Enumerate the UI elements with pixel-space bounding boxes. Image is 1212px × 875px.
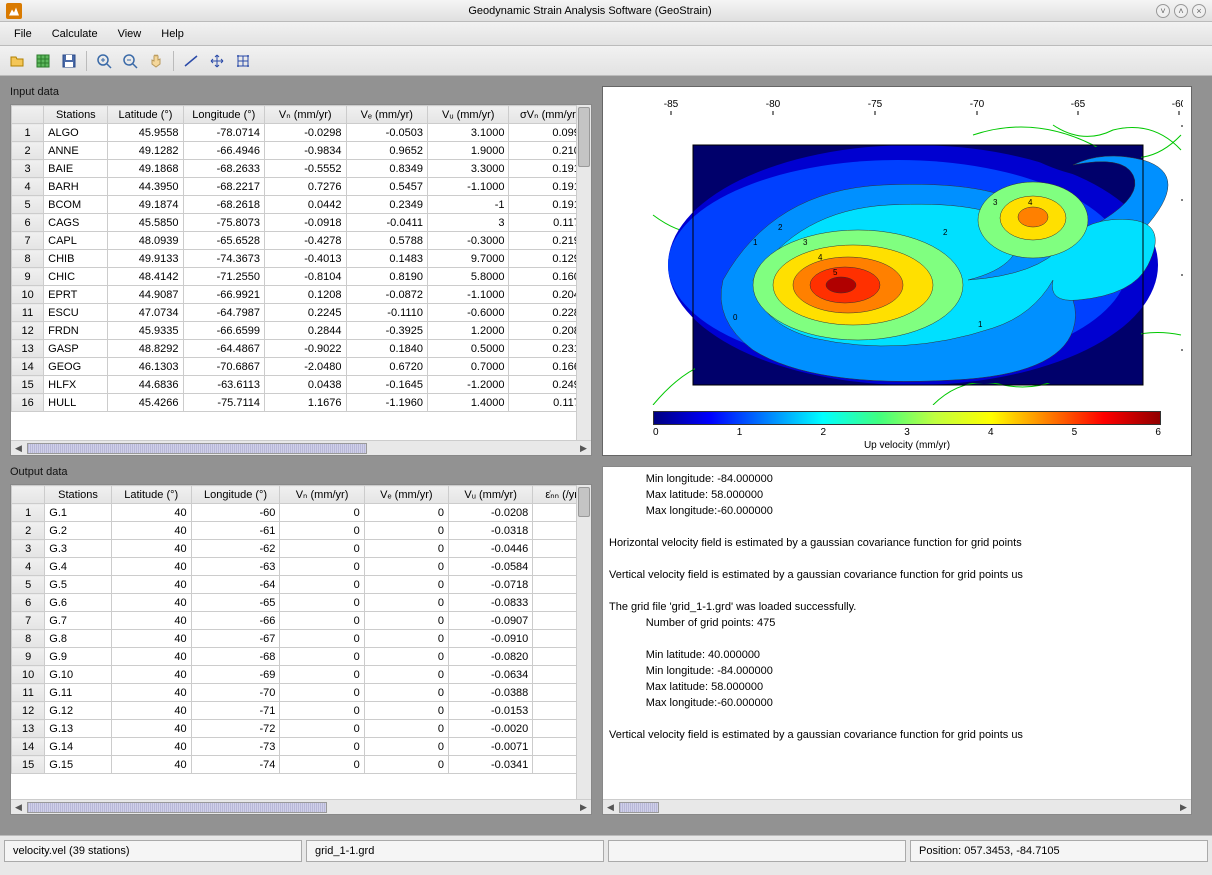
table-row[interactable]: 10G.1040-6900-0.0634 — [12, 666, 591, 684]
menu-help[interactable]: Help — [151, 24, 194, 44]
svg-text:1: 1 — [753, 238, 758, 247]
table-row[interactable]: 14G.1440-7300-0.0071 — [12, 738, 591, 756]
output-label: Output data — [10, 466, 592, 478]
table-row[interactable]: 9G.940-6800-0.0820 — [12, 648, 591, 666]
menu-file[interactable]: File — [4, 24, 42, 44]
toolbar-separator — [86, 51, 87, 71]
log-hscrollbar[interactable]: ◀▶ — [603, 799, 1191, 814]
log-text: Min longitude: -84.000000 Max latitude: … — [603, 467, 1191, 799]
colorbar-label: Up velocity (mm/yr) — [633, 440, 1181, 451]
svg-text:2: 2 — [778, 223, 783, 232]
status-velocity-file: velocity.vel (39 stations) — [4, 840, 302, 862]
output-hscrollbar[interactable]: ◀▶ — [11, 799, 591, 814]
svg-text:4: 4 — [818, 253, 823, 262]
maximize-button[interactable]: ˄ — [1174, 4, 1188, 18]
input-table[interactable]: StationsLatitude (°)Longitude (°)Vₙ (mm/… — [10, 104, 592, 456]
input-vscrollbar[interactable] — [576, 105, 591, 440]
svg-text:1: 1 — [978, 320, 983, 329]
save-icon[interactable] — [58, 50, 80, 72]
output-table[interactable]: StationsLatitude (°)Longitude (°)Vₙ (mm/… — [10, 484, 592, 815]
table-row[interactable]: 8G.840-6700-0.0910 — [12, 630, 591, 648]
input-hscrollbar[interactable]: ◀▶ — [11, 440, 591, 455]
tool-arrows-icon[interactable] — [206, 50, 228, 72]
grid-open-icon[interactable] — [32, 50, 54, 72]
table-row[interactable]: 9CHIC48.4142-71.2550-0.81040.81905.80000… — [12, 268, 591, 286]
svg-text:-65: -65 — [1071, 99, 1086, 110]
zoom-out-icon[interactable] — [119, 50, 141, 72]
input-label: Input data — [10, 86, 592, 98]
svg-text:-75: -75 — [868, 99, 883, 110]
table-row[interactable]: 8CHIB49.9133-74.3673-0.40130.14839.70000… — [12, 250, 591, 268]
table-row[interactable]: 13GASP48.8292-64.4867-0.90220.18400.5000… — [12, 340, 591, 358]
zoom-in-icon[interactable] — [93, 50, 115, 72]
table-row[interactable]: 6CAGS45.5850-75.8073-0.0918-0.041130.117… — [12, 214, 591, 232]
toolbar-separator — [173, 51, 174, 71]
table-row[interactable]: 15HLFX44.6836-63.61130.0438-0.1645-1.200… — [12, 376, 591, 394]
table-row[interactable]: 3BAIE49.1868-68.2633-0.55520.83493.30000… — [12, 160, 591, 178]
table-row[interactable]: 1G.140-6000-0.0208 — [12, 504, 591, 522]
plot-canvas: -85-80-75 -70-65-60 60555045 — [633, 95, 1183, 405]
app-icon — [6, 3, 22, 19]
table-row[interactable]: 11G.1140-7000-0.0388 — [12, 684, 591, 702]
contour-plot[interactable]: -85-80-75 -70-65-60 60555045 — [602, 86, 1192, 456]
table-row[interactable]: 12G.1240-7100-0.0153 — [12, 702, 591, 720]
table-row[interactable]: 13G.1340-7200-0.0020 — [12, 720, 591, 738]
svg-text:0: 0 — [733, 313, 738, 322]
table-row[interactable]: 15G.1540-7400-0.0341 — [12, 756, 591, 774]
pan-icon[interactable] — [145, 50, 167, 72]
window-title: Geodynamic Strain Analysis Software (Geo… — [28, 5, 1152, 17]
tool-grid-icon[interactable] — [232, 50, 254, 72]
statusbar: velocity.vel (39 stations) grid_1-1.grd … — [0, 835, 1212, 865]
colorbar — [653, 411, 1161, 425]
status-blank — [608, 840, 906, 862]
close-button[interactable]: × — [1192, 4, 1206, 18]
svg-text:4: 4 — [1028, 198, 1033, 207]
minimize-button[interactable]: ˅ — [1156, 4, 1170, 18]
table-row[interactable]: 12FRDN45.9335-66.65990.2844-0.39251.2000… — [12, 322, 591, 340]
table-row[interactable]: 5G.540-6400-0.0718 — [12, 576, 591, 594]
svg-text:2: 2 — [943, 228, 948, 237]
table-row[interactable]: 1ALGO45.9558-78.0714-0.0298-0.05033.1000… — [12, 124, 591, 142]
input-panel: Input data StationsLatitude (°)Longitude… — [10, 86, 592, 456]
menubar: File Calculate View Help — [0, 22, 1212, 46]
workspace: Input data StationsLatitude (°)Longitude… — [0, 76, 1212, 835]
table-row[interactable]: 6G.640-6500-0.0833 — [12, 594, 591, 612]
svg-text:-70: -70 — [970, 99, 985, 110]
toolbar — [0, 46, 1212, 76]
colorbar-ticks: 01 23 45 6 — [653, 427, 1161, 438]
table-row[interactable]: 10EPRT44.9087-66.99210.1208-0.0872-1.100… — [12, 286, 591, 304]
menu-view[interactable]: View — [108, 24, 152, 44]
svg-text:3: 3 — [803, 238, 808, 247]
status-position: Position: 057.3453, -84.7105 — [910, 840, 1208, 862]
table-row[interactable]: 4G.440-6300-0.0584 — [12, 558, 591, 576]
svg-text:-85: -85 — [664, 99, 679, 110]
svg-text:-80: -80 — [766, 99, 781, 110]
svg-text:-60: -60 — [1172, 99, 1183, 110]
table-row[interactable]: 2G.240-6100-0.0318 — [12, 522, 591, 540]
open-icon[interactable] — [6, 50, 28, 72]
table-row[interactable]: 7G.740-6600-0.0907 — [12, 612, 591, 630]
output-vscrollbar[interactable] — [576, 485, 591, 799]
table-row[interactable]: 14GEOG46.1303-70.6867-2.04800.67200.7000… — [12, 358, 591, 376]
svg-text:5: 5 — [833, 268, 838, 277]
table-row[interactable]: 7CAPL48.0939-65.6528-0.42780.5788-0.3000… — [12, 232, 591, 250]
output-panel: Output data StationsLatitude (°)Longitud… — [10, 466, 592, 815]
table-row[interactable]: 16HULL45.4266-75.71141.1676-1.19601.4000… — [12, 394, 591, 412]
titlebar: Geodynamic Strain Analysis Software (Geo… — [0, 0, 1212, 22]
table-row[interactable]: 2ANNE49.1282-66.4946-0.98340.96521.90000… — [12, 142, 591, 160]
menu-calculate[interactable]: Calculate — [42, 24, 108, 44]
svg-text:3: 3 — [993, 198, 998, 207]
status-grid-file: grid_1-1.grd — [306, 840, 604, 862]
table-row[interactable]: 11ESCU47.0734-64.79870.2245-0.1110-0.600… — [12, 304, 591, 322]
table-row[interactable]: 3G.340-6200-0.0446 — [12, 540, 591, 558]
table-row[interactable]: 5BCOM49.1874-68.26180.04420.2349-10.1913 — [12, 196, 591, 214]
tool-line-icon[interactable] — [180, 50, 202, 72]
log-panel: Min longitude: -84.000000 Max latitude: … — [602, 466, 1192, 815]
table-row[interactable]: 4BARH44.3950-68.22170.72760.5457-1.10000… — [12, 178, 591, 196]
